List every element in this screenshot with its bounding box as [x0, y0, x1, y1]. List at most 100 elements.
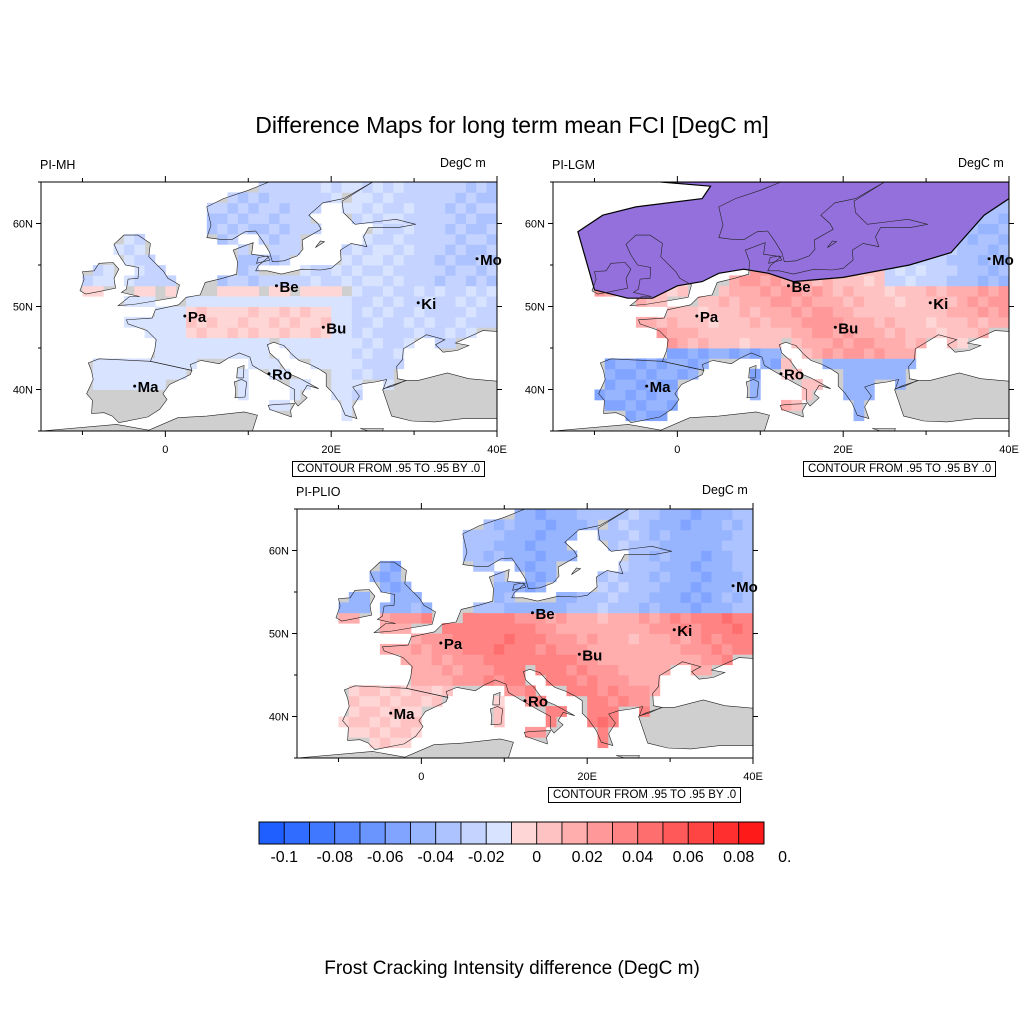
map-plot: 40N 50N 60N 0 20E 40E Mo Be Ki Pa Bu Ro Ma: [13, 176, 507, 456]
lat-tick-label: 60N: [269, 546, 289, 558]
coastline: [625, 234, 692, 307]
city-marker: [987, 257, 991, 261]
colorbar-label: 0.08: [723, 849, 754, 866]
city-marker: [833, 325, 837, 329]
land-area: [638, 699, 753, 749]
panel-title: PI-PLIO: [296, 485, 341, 499]
city-label: Pa: [700, 309, 719, 326]
colorbar-box: [637, 821, 664, 845]
map-field: [297, 509, 753, 758]
land-area: [382, 372, 497, 422]
coastline: [462, 509, 630, 590]
coastline: [360, 428, 384, 431]
city-marker: [695, 314, 699, 318]
coastline: [718, 182, 886, 263]
colorbar-label: 0.02: [572, 849, 603, 866]
map-field: [41, 182, 497, 431]
coastline: [233, 379, 247, 399]
city-marker: [133, 384, 137, 388]
coastline: [267, 403, 296, 418]
city-label: Ro: [784, 367, 804, 384]
city-label: Ma: [394, 706, 415, 723]
coastline: [297, 738, 753, 758]
colorbar-label: 0.06: [673, 849, 704, 866]
coastline: [236, 364, 245, 379]
city-label: Be: [791, 279, 810, 296]
coastline: [571, 567, 582, 575]
city-marker: [274, 284, 278, 288]
coastline: [616, 755, 640, 758]
map-panel-pi-lgm: PI-LGM DegC m 40N 50N 60N 0 20E 40E Mo Be Ki Pa Bu…: [512, 150, 1024, 480]
city-label: Ki: [933, 296, 948, 313]
coastline: [335, 589, 376, 622]
colorbar-box: [258, 821, 285, 845]
city-marker: [321, 325, 325, 329]
city-label: Ki: [677, 623, 692, 640]
lon-tick-label: 0: [418, 771, 424, 783]
coastline: [872, 428, 896, 431]
city-marker: [439, 641, 443, 645]
city-marker: [389, 711, 393, 715]
city-marker: [475, 257, 479, 261]
lat-tick-label: 40N: [525, 385, 545, 397]
city-label: Ma: [650, 379, 671, 396]
lat-tick-label: 60N: [13, 219, 33, 231]
colorbar-box: [485, 821, 512, 845]
fci-cells: [338, 509, 753, 749]
city-label: Ma: [138, 379, 159, 396]
coastline: [492, 691, 501, 706]
city-marker: [416, 301, 420, 305]
coastline: [489, 706, 503, 726]
city-label: Bu: [838, 320, 858, 337]
city-label: Pa: [188, 309, 207, 326]
colorbar-label: -0.08: [317, 849, 354, 866]
colorbar-box: [309, 821, 336, 845]
land-area: [616, 755, 640, 758]
colorbar-box: [359, 821, 386, 845]
city-label: Mo: [992, 252, 1014, 269]
city-marker: [183, 314, 187, 318]
lon-tick-label: 0: [162, 444, 168, 456]
coastline: [369, 561, 436, 634]
lon-tick-label: 20E: [321, 444, 341, 456]
lat-tick-label: 60N: [525, 219, 545, 231]
city-label: Be: [535, 606, 554, 623]
coastline: [894, 372, 1009, 423]
city-label: Mo: [736, 579, 758, 596]
coastline: [382, 372, 497, 423]
map-field: [553, 182, 1009, 431]
colorbar-label: -0.02: [468, 849, 505, 866]
city-marker: [786, 284, 790, 288]
coastline: [748, 364, 757, 379]
colorbar-label: 0.04: [622, 849, 653, 866]
colorbar-box: [511, 821, 538, 845]
coastline: [768, 255, 783, 264]
city-label: Mo: [480, 252, 502, 269]
colorbar-box: [612, 821, 639, 845]
ice-sheet: [577, 182, 1009, 299]
lat-tick-label: 40N: [13, 385, 33, 397]
panel-title: PI-MH: [40, 158, 76, 172]
coastline: [638, 699, 753, 750]
map-panel-pi-plio: PI-PLIO DegC m 40N 50N 60N 0 20E 40E Mo Be Ki Pa B…: [256, 477, 768, 807]
city-label: Ro: [272, 367, 292, 384]
panel-units: DegC m: [958, 156, 1004, 170]
lat-tick-label: 50N: [13, 302, 33, 314]
coastline: [256, 255, 271, 264]
colorbar-box: [460, 821, 487, 845]
land-area: [872, 428, 896, 431]
colorbar-label: 0.1: [778, 849, 790, 866]
contour-info: CONTOUR FROM .95 TO .95 BY .0: [292, 461, 486, 477]
colorbar-box: [561, 821, 588, 845]
colorbar-title: Frost Cracking Intensity difference (Deg…: [324, 958, 700, 979]
coastline: [206, 182, 374, 263]
map-panel-pi-mh: PI-MH DegC m 40N 50N 60N 0 20E 40E Mo Be Ki Pa Bu R…: [0, 150, 512, 480]
colorbar-label: -0.06: [367, 849, 404, 866]
map-plot: 40N 50N 60N 0 20E 40E Mo Be Ki Pa Bu Ro Ma: [269, 503, 763, 783]
coastline: [827, 240, 838, 248]
colorbar-box: [410, 821, 437, 845]
city-marker: [577, 652, 581, 656]
map-plot: 40N 50N 60N 0 20E 40E Mo Be Ki Pa Bu Ro Ma: [525, 176, 1019, 456]
colorbar-box: [662, 821, 689, 845]
colorbar-box: [536, 821, 563, 845]
